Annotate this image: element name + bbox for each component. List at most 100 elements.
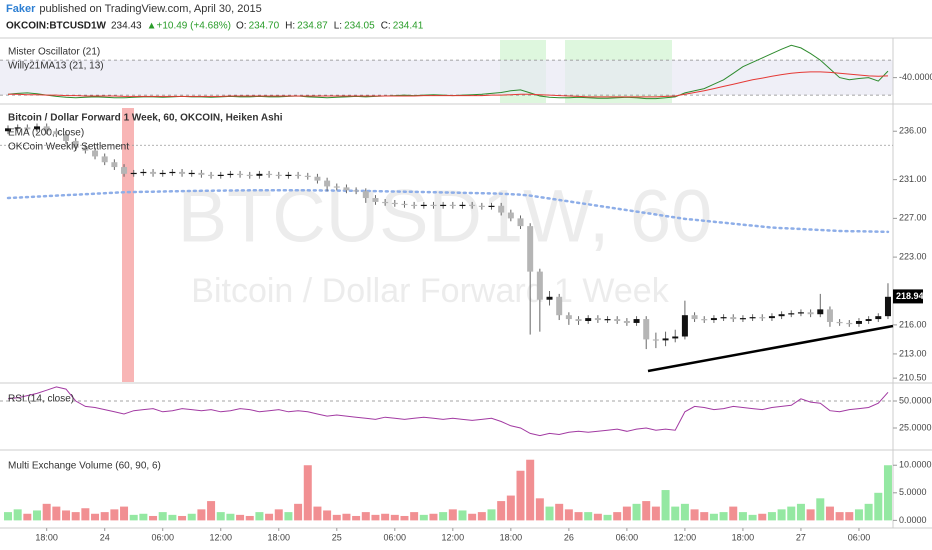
volume-bar: [767, 512, 776, 521]
volume-bar: [236, 514, 245, 521]
candle-body: [623, 321, 630, 323]
volume-bar: [835, 512, 844, 521]
y-tick-label: 10.0000: [899, 460, 932, 470]
candle-body: [498, 205, 505, 213]
ema-line: [6, 189, 890, 234]
candle-body: [208, 174, 215, 177]
volume-bar: [216, 512, 225, 521]
volume-bar: [555, 503, 564, 521]
volume-bar: [187, 513, 196, 521]
volume-bar: [303, 465, 312, 521]
volume-bar: [680, 503, 689, 521]
candle-body: [353, 190, 360, 192]
plot: 236.00 231.00 227.00 223.00 216.00 213.00 210.…: [0, 44, 932, 542]
candle-body: [527, 226, 534, 272]
candle-body: [691, 315, 698, 320]
volume-bar: [487, 509, 496, 521]
candle-body: [275, 174, 282, 177]
volume-bar: [313, 506, 322, 521]
candle-body: [92, 150, 99, 157]
candle-body: [546, 296, 553, 300]
candle-body: [730, 317, 737, 320]
volume-bar: [294, 503, 303, 521]
header: Faker published on TradingView.com, April…: [6, 3, 424, 32]
candle-body: [865, 319, 872, 322]
legend-entry: Mister Oscillator (21): [8, 47, 100, 58]
candle-body: [739, 318, 746, 320]
volume-bar: [352, 515, 361, 521]
watermark: Bitcoin / Dollar Forward 1 Week: [191, 272, 669, 310]
candle-body: [53, 131, 60, 135]
header-text: 234.41: [393, 21, 424, 32]
y-tick-label: 0.0000: [899, 515, 927, 525]
volume-bar: [709, 513, 718, 521]
volume-bar: [593, 513, 602, 521]
volume-bar: [158, 512, 167, 521]
candle-body: [585, 318, 592, 322]
volume-bar: [729, 506, 738, 521]
candle-body: [478, 205, 485, 207]
volume-bar: [816, 498, 825, 521]
candle-body: [333, 186, 340, 188]
candle-body: [401, 203, 408, 206]
last-price-label: 218.94: [896, 291, 924, 301]
y-tick-label: 25.0000: [899, 422, 932, 432]
y-tick-label: 231.00: [899, 174, 927, 184]
candle-body: [179, 171, 186, 174]
header-text: C:: [381, 21, 391, 32]
x-tick-label: 18:00: [35, 532, 58, 542]
header-text: L:: [334, 21, 342, 32]
volume-bar: [458, 510, 467, 521]
indicator-line: [7, 386, 889, 437]
volume-bar: [91, 513, 100, 521]
candle-body: [217, 174, 224, 177]
candle-body: [797, 312, 804, 314]
candle-body: [237, 173, 244, 176]
volume-bar: [574, 512, 583, 521]
x-tick-label: 18:00: [267, 532, 290, 542]
volume-bar: [23, 513, 32, 521]
candle-body: [807, 312, 814, 315]
y-tick-label: 227.00: [899, 213, 927, 223]
volume-bar: [651, 506, 660, 521]
candle-body: [788, 313, 795, 315]
candle-body: [159, 172, 166, 175]
candle-body: [884, 296, 891, 317]
volume-bar: [129, 514, 138, 521]
candle-body: [362, 191, 369, 199]
volume-bar: [149, 515, 158, 521]
candle-body: [266, 173, 273, 176]
volume-bar: [497, 501, 506, 521]
candle-body: [440, 204, 447, 207]
header-text: 234.70: [249, 21, 280, 32]
candle-body: [121, 167, 128, 174]
x-tick-label: 12:00: [442, 532, 465, 542]
volume-bar: [168, 514, 177, 521]
x-tick-label: 12:00: [209, 532, 232, 542]
volume-bar: [400, 515, 409, 521]
y-tick-label: 5.0000: [899, 487, 927, 497]
volume-bar: [197, 509, 206, 521]
candle-body: [343, 187, 350, 191]
candle-body: [449, 204, 456, 207]
candle-body: [101, 156, 108, 163]
volume-bar: [381, 513, 390, 521]
volume-bar: [332, 514, 341, 521]
volume-bar: [371, 514, 380, 521]
candle-body: [150, 171, 157, 174]
settlement-highlight: [122, 108, 134, 382]
candle-body: [314, 176, 321, 181]
candle-body: [672, 336, 679, 339]
candle-body: [5, 128, 11, 132]
header-text: published on TradingView.com, April 30, …: [39, 3, 261, 15]
watermark: BTCUSD1W, 60: [178, 175, 713, 258]
candle-body: [817, 309, 824, 315]
volume-bar: [81, 508, 90, 521]
volume-bar: [410, 512, 419, 521]
candle-body: [604, 319, 611, 321]
volume-bar: [274, 509, 283, 521]
candle-body: [43, 126, 50, 132]
candle-body: [565, 315, 572, 320]
x-tick-label: 18:00: [500, 532, 523, 542]
